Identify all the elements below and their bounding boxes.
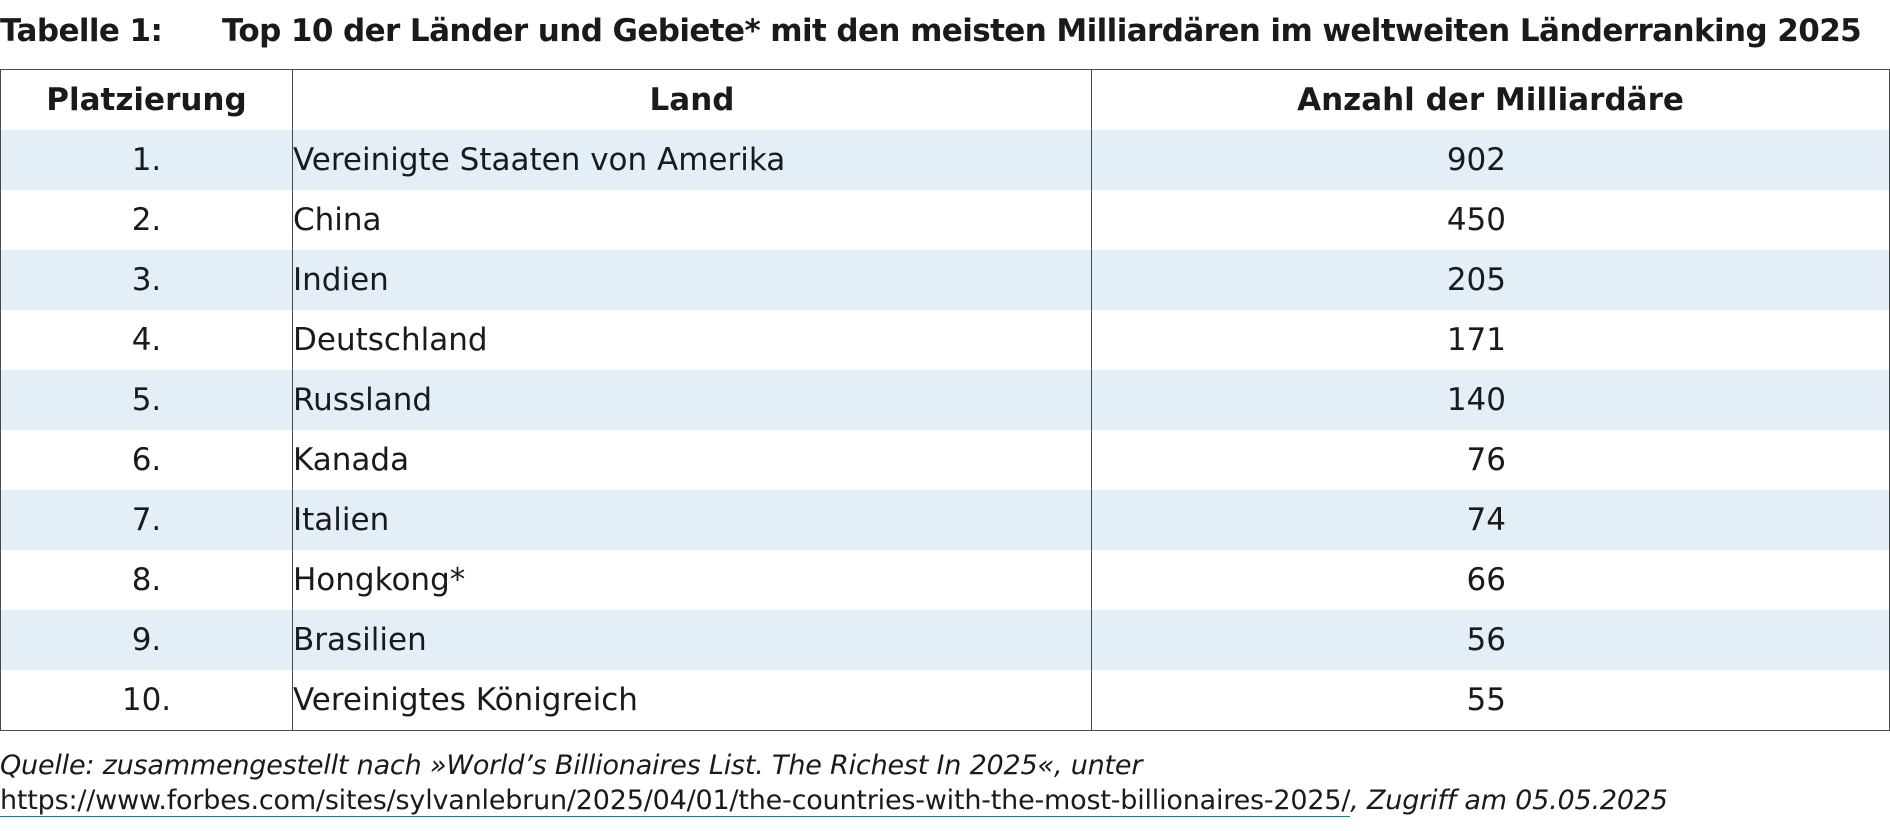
source-prefix: Quelle: zusammengestellt nach »World’s B…	[0, 750, 1143, 781]
source-link[interactable]: https://www.forbes.com/sites/sylvanlebru…	[0, 785, 1351, 817]
table-row: 8. Hongkong* 66	[0, 550, 1890, 610]
count-cell: 76	[1091, 430, 1890, 490]
rank-cell: 3.	[0, 250, 293, 310]
country-cell: Indien	[292, 250, 1092, 310]
count-cell: 171	[1091, 310, 1890, 370]
country-cell: Vereinigtes Königreich	[292, 670, 1092, 731]
table-row: 2. China 450	[0, 190, 1890, 250]
table-row: 6. Kanada 76	[0, 430, 1890, 490]
header-count: Anzahl der Milliardäre	[1091, 69, 1890, 130]
count-value: 171	[1446, 322, 1506, 358]
count-cell: 450	[1091, 190, 1890, 250]
country-cell: Brasilien	[292, 610, 1092, 670]
rank-cell: 6.	[0, 430, 293, 490]
count-value: 450	[1446, 202, 1506, 238]
table-row: 7. Italien 74	[0, 490, 1890, 550]
rank-cell: 2.	[0, 190, 293, 250]
table-caption: Tabelle 1: Top 10 der Länder und Gebiete…	[0, 8, 1862, 54]
count-value: 140	[1446, 382, 1506, 418]
rank-cell: 10.	[0, 670, 293, 731]
rank-cell: 1.	[0, 130, 293, 190]
country-cell: Vereinigte Staaten von Amerika	[292, 130, 1092, 190]
count-value: 205	[1446, 262, 1506, 298]
rank-cell: 5.	[0, 370, 293, 430]
source-note: Quelle: zusammengestellt nach »World’s B…	[0, 748, 1889, 818]
billionaires-table: Platzierung Land Anzahl der Milliardäre …	[0, 69, 1890, 731]
count-value: 56	[1466, 622, 1506, 658]
rank-cell: 4.	[0, 310, 293, 370]
country-cell: China	[292, 190, 1092, 250]
table-row: 5. Russland 140	[0, 370, 1890, 430]
source-suffix: , Zugriff am 05.05.2025	[1350, 785, 1668, 816]
count-value: 902	[1446, 142, 1506, 178]
table-row: 9. Brasilien 56	[0, 610, 1890, 670]
country-cell: Deutschland	[292, 310, 1092, 370]
header-rank: Platzierung	[0, 69, 293, 130]
rank-cell: 8.	[0, 550, 293, 610]
country-cell: Hongkong*	[292, 550, 1092, 610]
count-cell: 66	[1091, 550, 1890, 610]
count-value: 66	[1466, 562, 1506, 598]
table-header-row: Platzierung Land Anzahl der Milliardäre	[0, 69, 1890, 130]
caption-label: Tabelle 1:	[0, 13, 163, 49]
table-row: 3. Indien 205	[0, 250, 1890, 310]
count-cell: 205	[1091, 250, 1890, 310]
table-row: 4. Deutschland 171	[0, 310, 1890, 370]
count-cell: 74	[1091, 490, 1890, 550]
table-row: 10. Vereinigtes Königreich 55	[0, 670, 1890, 731]
caption-title: Top 10 der Länder und Gebiete* mit den m…	[222, 13, 1862, 49]
country-cell: Russland	[292, 370, 1092, 430]
count-cell: 55	[1091, 670, 1890, 731]
count-cell: 56	[1091, 610, 1890, 670]
header-country: Land	[292, 69, 1092, 130]
count-value: 55	[1466, 682, 1506, 718]
country-cell: Italien	[292, 490, 1092, 550]
rank-cell: 7.	[0, 490, 293, 550]
rank-cell: 9.	[0, 610, 293, 670]
country-cell: Kanada	[292, 430, 1092, 490]
count-cell: 902	[1091, 130, 1890, 190]
count-cell: 140	[1091, 370, 1890, 430]
table-row: 1. Vereinigte Staaten von Amerika 902	[0, 130, 1890, 190]
count-value: 76	[1466, 442, 1506, 478]
count-value: 74	[1466, 502, 1506, 538]
